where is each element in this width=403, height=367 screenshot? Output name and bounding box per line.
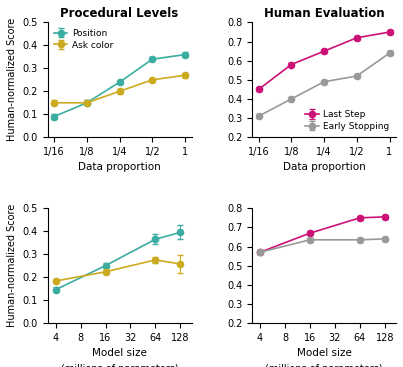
Legend: Position, Ask color: Position, Ask color [52,27,115,51]
X-axis label: Data proportion: Data proportion [78,163,161,172]
Title: Human Evaluation: Human Evaluation [264,7,384,20]
Y-axis label: Human-normalized Score: Human-normalized Score [7,204,17,327]
Title: Procedural Levels: Procedural Levels [60,7,179,20]
Legend: Last Step, Early Stopping: Last Step, Early Stopping [303,108,392,132]
Text: (millions of parameters): (millions of parameters) [265,364,383,367]
Y-axis label: Human-normalized Score: Human-normalized Score [7,18,17,141]
X-axis label: Model size: Model size [297,348,351,358]
Text: (millions of parameters): (millions of parameters) [61,364,179,367]
X-axis label: Data proportion: Data proportion [283,163,366,172]
X-axis label: Model size: Model size [92,348,147,358]
